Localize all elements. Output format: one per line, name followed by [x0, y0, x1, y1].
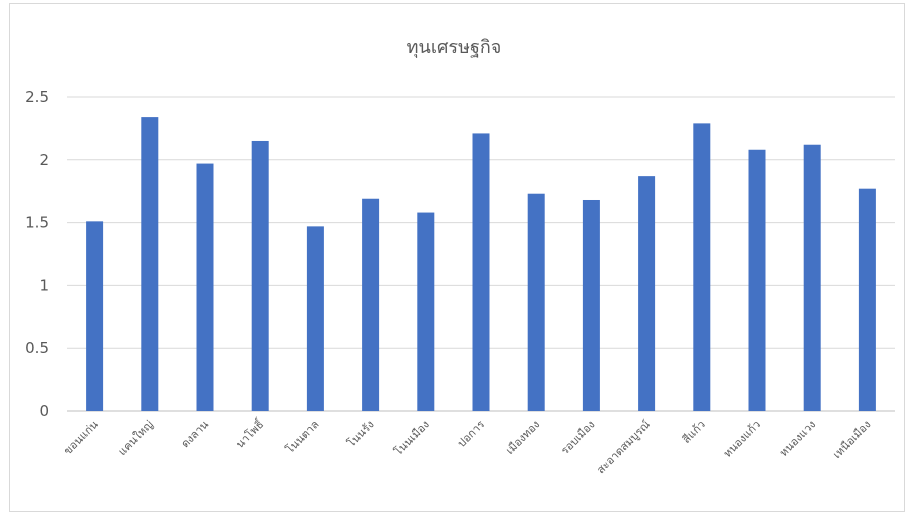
x-tick-label: เมืองทอง: [503, 418, 542, 457]
x-tick-label: ดงลาน: [179, 418, 212, 451]
x-tick-label: แคนใหญ่: [116, 418, 156, 458]
bar: [527, 193, 545, 411]
x-tick-label: สีแก้ว: [680, 418, 708, 446]
bar: [86, 221, 104, 411]
bar: [306, 226, 324, 411]
x-tick-label: โนนเมือง: [391, 417, 432, 458]
x-tick-label: สะอาดสมบูรณ์: [594, 418, 652, 476]
bars: [86, 117, 876, 411]
x-tick-label: ปอการ: [455, 418, 487, 450]
x-tick-label: รอบเมือง: [558, 418, 597, 457]
bar: [362, 198, 380, 411]
x-axis-labels: ขอนแก่น แคนใหญ่ ดงลาน นาโพธิ์ โนนตาล โนนรัง โน…: [61, 415, 873, 476]
bar: [693, 123, 711, 411]
y-axis-ticks: 0 0.5 1 1.5 2 2.5: [25, 88, 49, 420]
x-tick-label: โนนตาล: [283, 417, 322, 456]
bar: [141, 117, 159, 411]
bar: [196, 163, 214, 411]
x-tick-label: นาโพธิ์: [232, 415, 267, 450]
x-tick-label: หนองแก้ว: [721, 418, 763, 460]
bar: [417, 212, 435, 411]
y-tick-label: 2.5: [25, 88, 49, 106]
bar: [858, 188, 876, 411]
x-tick-label: ขอนแก่น: [61, 418, 101, 458]
x-tick-label: หนองแวง: [777, 418, 818, 459]
y-tick-label: 0: [39, 402, 49, 420]
y-tick-label: 1.5: [25, 214, 49, 232]
y-tick-label: 1: [39, 276, 49, 294]
bar: [582, 199, 600, 411]
chart-title: ทุนเศรษฐกิจ: [407, 37, 502, 58]
bar: [748, 149, 766, 411]
x-tick-label: โนนรัง: [344, 417, 377, 450]
bar: [251, 140, 269, 411]
bar: [638, 176, 656, 411]
bar: [472, 133, 490, 411]
y-tick-label: 0.5: [25, 339, 49, 357]
bar: [803, 144, 821, 411]
x-tick-label: เหนือเมือง: [830, 418, 873, 461]
y-tick-label: 2: [39, 151, 49, 169]
